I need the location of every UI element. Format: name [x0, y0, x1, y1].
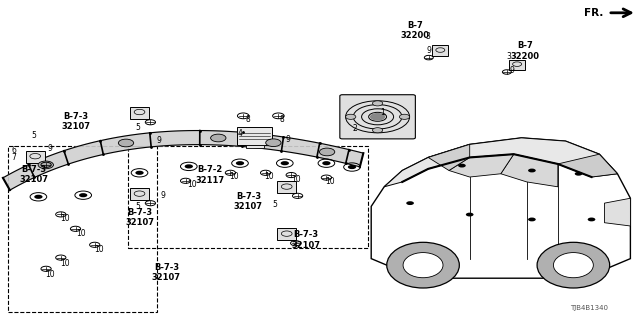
FancyBboxPatch shape	[277, 228, 296, 240]
Text: 5: 5	[273, 200, 278, 209]
Text: 10: 10	[60, 259, 70, 268]
Text: 5: 5	[135, 124, 140, 132]
Text: 10: 10	[45, 270, 55, 279]
Text: 10: 10	[60, 214, 70, 223]
Polygon shape	[428, 144, 470, 171]
Text: 6: 6	[12, 146, 17, 155]
FancyBboxPatch shape	[26, 151, 45, 163]
Polygon shape	[3, 131, 364, 190]
Circle shape	[118, 139, 134, 147]
Text: 9: 9	[47, 144, 52, 153]
Text: 5: 5	[135, 202, 140, 211]
Text: B-7-2
32117: B-7-2 32117	[195, 165, 225, 185]
Text: B-7-3
32107: B-7-3 32107	[291, 230, 321, 250]
Text: B-7-3
32107: B-7-3 32107	[234, 192, 263, 211]
Text: 9: 9	[509, 66, 515, 75]
Polygon shape	[605, 198, 630, 226]
Circle shape	[372, 128, 383, 133]
Text: B-7-3
32107: B-7-3 32107	[19, 165, 49, 184]
Circle shape	[79, 193, 87, 197]
Text: B-7
32200: B-7 32200	[400, 21, 429, 40]
FancyBboxPatch shape	[130, 188, 149, 200]
FancyBboxPatch shape	[340, 95, 415, 139]
Bar	[128, 146, 368, 248]
FancyBboxPatch shape	[433, 45, 448, 56]
Circle shape	[136, 171, 144, 175]
Text: B-7-3
32107: B-7-3 32107	[61, 112, 90, 131]
FancyBboxPatch shape	[277, 181, 296, 193]
Circle shape	[346, 114, 356, 119]
Text: 10: 10	[76, 229, 86, 238]
Circle shape	[466, 212, 474, 216]
Text: FR.: FR.	[584, 8, 604, 18]
Polygon shape	[558, 154, 618, 177]
Text: 4: 4	[237, 129, 243, 138]
Circle shape	[184, 164, 193, 168]
Circle shape	[266, 139, 281, 147]
Text: 10: 10	[264, 172, 274, 181]
Text: 9: 9	[161, 191, 166, 200]
Circle shape	[575, 172, 582, 176]
Text: 3: 3	[425, 32, 430, 41]
Text: 9: 9	[285, 135, 291, 144]
Circle shape	[528, 169, 536, 172]
Circle shape	[280, 161, 289, 165]
Ellipse shape	[403, 252, 443, 278]
Bar	[246, 145, 264, 148]
Polygon shape	[371, 138, 630, 278]
Circle shape	[38, 161, 54, 169]
Text: 10: 10	[325, 177, 335, 186]
Bar	[8, 146, 157, 312]
Circle shape	[372, 101, 383, 106]
Ellipse shape	[537, 242, 610, 288]
Circle shape	[528, 218, 536, 221]
Circle shape	[370, 113, 385, 121]
Circle shape	[236, 161, 244, 165]
Circle shape	[319, 148, 335, 156]
FancyBboxPatch shape	[237, 127, 273, 145]
Text: 9: 9	[156, 136, 161, 145]
Text: 7: 7	[12, 153, 17, 162]
Text: 1: 1	[380, 108, 385, 117]
Circle shape	[322, 161, 331, 165]
FancyBboxPatch shape	[130, 107, 149, 119]
Ellipse shape	[554, 252, 593, 278]
Text: 3: 3	[506, 52, 511, 61]
Circle shape	[458, 164, 466, 167]
Text: TJB4B1340: TJB4B1340	[570, 305, 608, 311]
FancyBboxPatch shape	[509, 60, 525, 70]
Text: 8: 8	[246, 115, 251, 124]
Text: B-7-3
32107: B-7-3 32107	[125, 208, 154, 227]
Circle shape	[588, 218, 595, 221]
Text: 10: 10	[229, 172, 239, 181]
Text: 2: 2	[353, 124, 358, 133]
Text: B-7-3
32107: B-7-3 32107	[152, 263, 181, 282]
Circle shape	[399, 114, 410, 119]
Polygon shape	[449, 154, 514, 177]
Ellipse shape	[387, 242, 460, 288]
Text: 10: 10	[291, 175, 301, 184]
Text: 9: 9	[426, 46, 431, 55]
Polygon shape	[384, 138, 618, 187]
Circle shape	[406, 201, 414, 205]
Text: 10: 10	[187, 180, 197, 189]
Text: 8: 8	[279, 115, 284, 124]
Text: 5: 5	[31, 132, 36, 140]
Circle shape	[348, 165, 356, 169]
Circle shape	[34, 195, 42, 199]
Circle shape	[211, 134, 226, 142]
Text: B-7
32200: B-7 32200	[510, 42, 540, 61]
Text: 10: 10	[94, 245, 104, 254]
Polygon shape	[500, 154, 558, 187]
